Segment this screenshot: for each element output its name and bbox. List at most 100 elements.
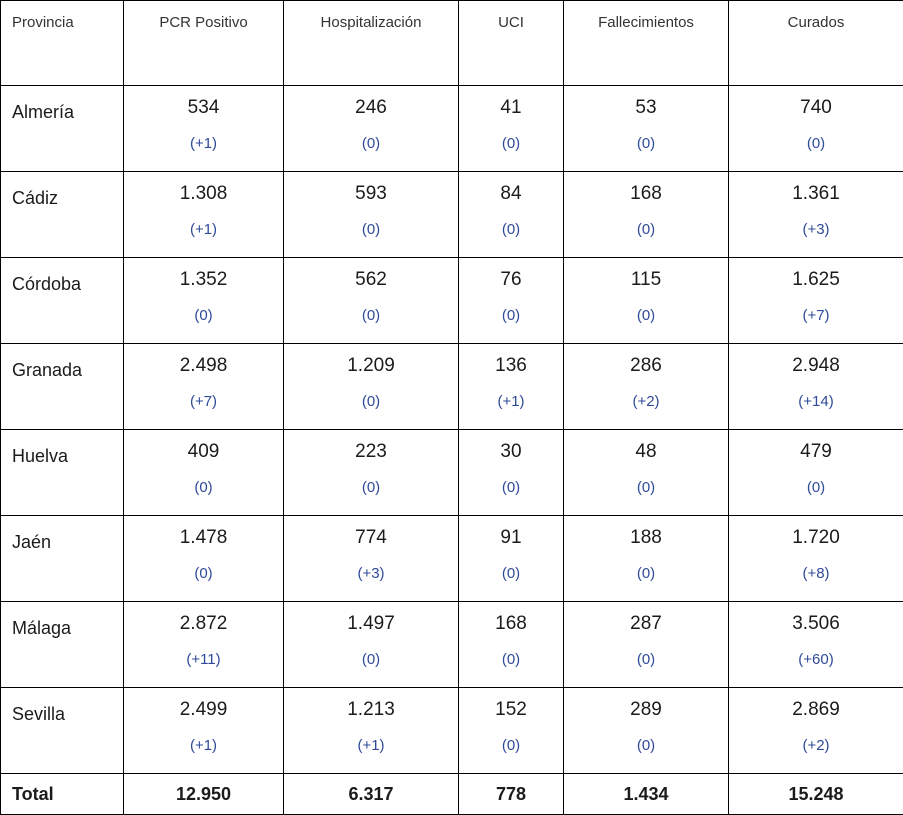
- cell-delta: (0): [459, 308, 563, 324]
- data-cell-uci: 30 (0): [459, 430, 564, 516]
- cell-delta: (0): [284, 308, 458, 324]
- data-cell-hospitalizacion: 1.213 (+1): [284, 688, 459, 774]
- cell-delta: (0): [564, 480, 728, 496]
- cell-value: 562: [284, 269, 458, 291]
- data-cell-fallecimientos: 286 (+2): [564, 344, 729, 430]
- table-row: Granada 2.498 (+7) 1.209 (0) 136 (+1) 28…: [1, 344, 903, 430]
- cell-value: 1.209: [284, 355, 458, 377]
- cell-delta: (0): [124, 480, 283, 496]
- province-name: Málaga: [12, 618, 71, 638]
- data-cell-curados: 1.720 (+8): [729, 516, 903, 602]
- table-row: Cádiz 1.308 (+1) 593 (0) 84 (0) 168 (0) …: [1, 172, 903, 258]
- table-row: Córdoba 1.352 (0) 562 (0) 76 (0) 115 (0)…: [1, 258, 903, 344]
- cell-delta: (+60): [729, 652, 903, 668]
- total-uci: 778: [459, 774, 564, 815]
- data-cell-uci: 152 (0): [459, 688, 564, 774]
- cell-value: 168: [459, 613, 563, 635]
- cell-delta: (+7): [124, 394, 283, 410]
- cell-delta: (0): [459, 738, 563, 754]
- data-cell-pcr: 1.308 (+1): [124, 172, 284, 258]
- cell-delta: (0): [564, 222, 728, 238]
- cell-delta: (+7): [729, 308, 903, 324]
- cell-value: 152: [459, 699, 563, 721]
- cell-value: 1.478: [124, 527, 283, 549]
- cell-delta: (0): [284, 136, 458, 152]
- cell-delta: (+2): [564, 394, 728, 410]
- cell-delta: (0): [284, 394, 458, 410]
- data-cell-fallecimientos: 188 (0): [564, 516, 729, 602]
- province-name: Córdoba: [12, 274, 81, 294]
- data-cell-fallecimientos: 287 (0): [564, 602, 729, 688]
- cell-value: 41: [459, 97, 563, 119]
- province-cell: Huelva: [1, 430, 124, 516]
- col-header-pcr-positivo: PCR Positivo: [124, 1, 284, 86]
- cell-value: 289: [564, 699, 728, 721]
- total-row: Total 12.950 6.317 778 1.434 15.248: [1, 774, 903, 815]
- cell-delta: (+11): [124, 652, 283, 668]
- table-row: Huelva 409 (0) 223 (0) 30 (0) 48 (0) 479…: [1, 430, 903, 516]
- province-name: Huelva: [12, 446, 68, 466]
- cell-delta: (0): [459, 566, 563, 582]
- cell-value: 774: [284, 527, 458, 549]
- data-cell-pcr: 2.498 (+7): [124, 344, 284, 430]
- data-cell-hospitalizacion: 562 (0): [284, 258, 459, 344]
- cell-value: 409: [124, 441, 283, 463]
- province-cell: Córdoba: [1, 258, 124, 344]
- data-cell-fallecimientos: 289 (0): [564, 688, 729, 774]
- data-cell-hospitalizacion: 246 (0): [284, 86, 459, 172]
- data-cell-pcr: 409 (0): [124, 430, 284, 516]
- cell-value: 223: [284, 441, 458, 463]
- cell-value: 534: [124, 97, 283, 119]
- data-cell-uci: 76 (0): [459, 258, 564, 344]
- cell-delta: (0): [459, 480, 563, 496]
- data-cell-curados: 1.361 (+3): [729, 172, 903, 258]
- cell-value: 2.499: [124, 699, 283, 721]
- province-name: Cádiz: [12, 188, 58, 208]
- cell-delta: (+2): [729, 738, 903, 754]
- cell-value: 76: [459, 269, 563, 291]
- cell-value: 2.948: [729, 355, 903, 377]
- cell-delta: (+14): [729, 394, 903, 410]
- cell-value: 1.213: [284, 699, 458, 721]
- table-row: Málaga 2.872 (+11) 1.497 (0) 168 (0) 287…: [1, 602, 903, 688]
- province-cell: Málaga: [1, 602, 124, 688]
- cell-value: 1.308: [124, 183, 283, 205]
- cell-delta: (+1): [124, 222, 283, 238]
- cell-value: 593: [284, 183, 458, 205]
- cell-value: 2.872: [124, 613, 283, 635]
- cell-delta: (+3): [284, 566, 458, 582]
- cell-delta: (+3): [729, 222, 903, 238]
- cell-value: 479: [729, 441, 903, 463]
- cell-value: 1.352: [124, 269, 283, 291]
- data-cell-pcr: 2.499 (+1): [124, 688, 284, 774]
- cell-delta: (0): [564, 566, 728, 582]
- data-cell-hospitalizacion: 593 (0): [284, 172, 459, 258]
- data-cell-pcr: 534 (+1): [124, 86, 284, 172]
- province-cell: Granada: [1, 344, 124, 430]
- data-cell-hospitalizacion: 774 (+3): [284, 516, 459, 602]
- cell-value: 1.625: [729, 269, 903, 291]
- cell-delta: (0): [284, 480, 458, 496]
- table-row: Almería 534 (+1) 246 (0) 41 (0) 53 (0) 7…: [1, 86, 903, 172]
- col-header-hospitalizacion: Hospitalización: [284, 1, 459, 86]
- cell-value: 48: [564, 441, 728, 463]
- cell-value: 115: [564, 269, 728, 291]
- data-cell-uci: 136 (+1): [459, 344, 564, 430]
- cell-value: 740: [729, 97, 903, 119]
- data-cell-hospitalizacion: 1.497 (0): [284, 602, 459, 688]
- cell-delta: (0): [729, 480, 903, 496]
- cell-delta: (+1): [284, 738, 458, 754]
- cell-delta: (0): [729, 136, 903, 152]
- cell-delta: (0): [564, 738, 728, 754]
- cell-delta: (0): [459, 222, 563, 238]
- province-name: Jaén: [12, 532, 51, 552]
- total-curados: 15.248: [729, 774, 903, 815]
- total-fallecimientos: 1.434: [564, 774, 729, 815]
- cell-delta: (0): [284, 652, 458, 668]
- data-cell-pcr: 1.352 (0): [124, 258, 284, 344]
- cell-value: 136: [459, 355, 563, 377]
- cell-delta: (+1): [124, 136, 283, 152]
- data-cell-curados: 2.869 (+2): [729, 688, 903, 774]
- data-cell-curados: 479 (0): [729, 430, 903, 516]
